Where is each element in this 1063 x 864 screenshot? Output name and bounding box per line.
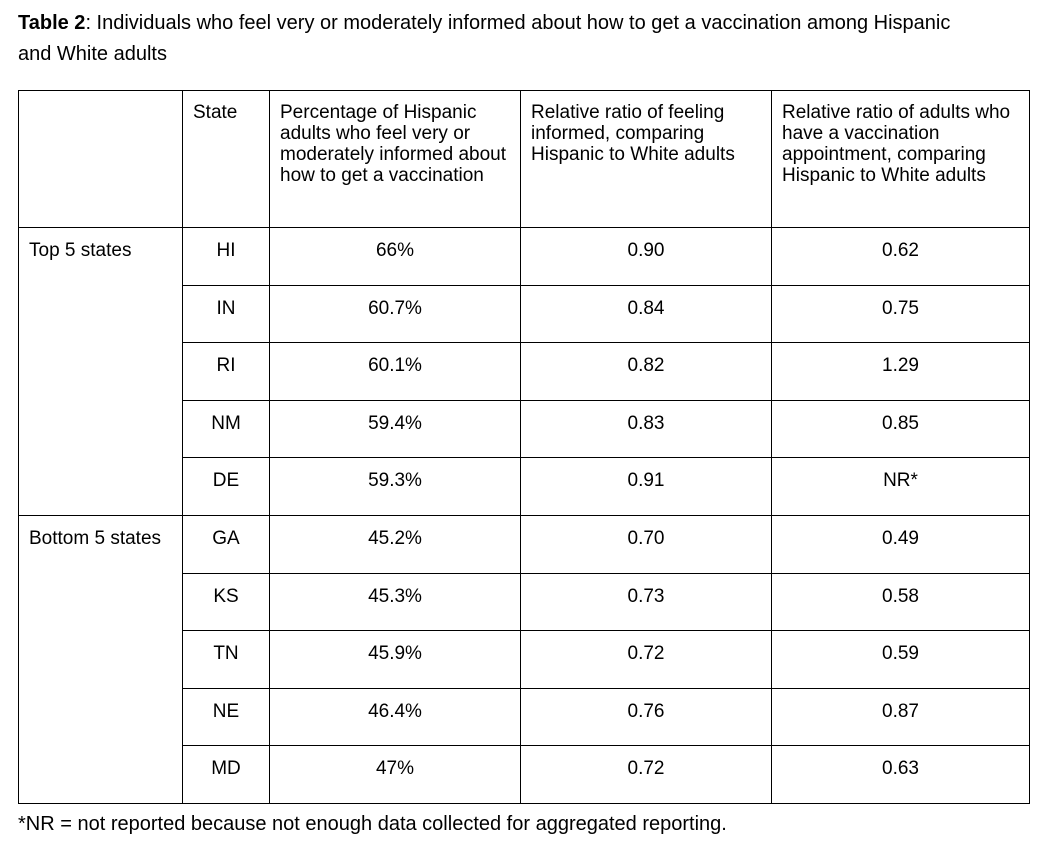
cell-ratio-informed: 0.84 xyxy=(520,284,772,344)
cell-ratio-informed: 0.91 xyxy=(520,457,772,516)
cell-percentage: 45.2% xyxy=(269,514,521,574)
group-label-top5: Top 5 states xyxy=(18,227,183,516)
cell-ratio-informed: 0.76 xyxy=(520,687,772,747)
cell-ratio-appointment: 0.87 xyxy=(771,687,1030,747)
cell-ratio-appointment: 0.75 xyxy=(771,284,1030,344)
group-label-bottom5: Bottom 5 states xyxy=(18,514,183,804)
table-row: KS 45.3% 0.73 0.58 xyxy=(19,572,1030,632)
cell-percentage: 47% xyxy=(269,745,521,804)
cell-percentage: 45.9% xyxy=(269,630,521,689)
cell-ratio-appointment: NR* xyxy=(771,457,1030,516)
table-row: IN 60.7% 0.84 0.75 xyxy=(19,284,1030,344)
cell-state: MD xyxy=(182,745,270,804)
cell-ratio-appointment: 0.59 xyxy=(771,630,1030,689)
cell-state: DE xyxy=(182,457,270,516)
cell-percentage: 60.7% xyxy=(269,284,521,344)
cell-ratio-appointment: 0.58 xyxy=(771,572,1030,632)
cell-state: TN xyxy=(182,630,270,689)
header-state: State xyxy=(182,90,270,228)
table-row: Bottom 5 states GA 45.2% 0.70 0.49 xyxy=(18,514,1030,804)
cell-ratio-informed: 0.72 xyxy=(520,745,772,804)
cell-percentage: 59.3% xyxy=(269,457,521,516)
cell-ratio-informed: 0.82 xyxy=(520,342,772,401)
cell-ratio-informed: 0.83 xyxy=(520,399,772,459)
footnote: *NR = not reported because not enough da… xyxy=(18,812,727,835)
table-row: RI 60.1% 0.82 1.29 xyxy=(19,342,1030,401)
header-ratio-informed: Relative ratio of feeling informed, comp… xyxy=(520,90,772,228)
table-row: NM 59.4% 0.83 0.85 xyxy=(19,399,1030,459)
cell-ratio-appointment: 0.63 xyxy=(771,745,1030,804)
cell-state: RI xyxy=(182,342,270,401)
table-caption-label: Table 2 xyxy=(18,12,86,34)
header-percentage-informed: Percentage of Hispanic adults who feel v… xyxy=(269,90,521,228)
cell-ratio-appointment: 1.29 xyxy=(771,342,1030,401)
cell-ratio-appointment: 0.49 xyxy=(771,514,1030,574)
table-row: TN 45.9% 0.72 0.59 xyxy=(19,630,1030,689)
cell-ratio-appointment: 0.62 xyxy=(771,227,1030,286)
cell-ratio-informed: 0.72 xyxy=(520,630,772,689)
cell-state: NE xyxy=(182,687,270,747)
cell-percentage: 66% xyxy=(269,227,521,286)
data-table: State Percentage of Hispanic adults who … xyxy=(18,90,1030,804)
cell-percentage: 45.3% xyxy=(269,572,521,632)
cell-ratio-appointment: 0.85 xyxy=(771,399,1030,459)
cell-state: IN xyxy=(182,284,270,344)
cell-percentage: 59.4% xyxy=(269,399,521,459)
table-caption-text: : Individuals who feel very or moderatel… xyxy=(18,12,951,65)
cell-ratio-informed: 0.70 xyxy=(520,514,772,574)
table-row: NE 46.4% 0.76 0.87 xyxy=(19,687,1030,747)
table-row: MD 47% 0.72 0.63 xyxy=(19,745,1030,804)
table-caption: Table 2: Individuals who feel very or mo… xyxy=(18,8,958,70)
cell-ratio-informed: 0.73 xyxy=(520,572,772,632)
table-header-row: State Percentage of Hispanic adults who … xyxy=(18,90,1030,228)
header-ratio-appointment: Relative ratio of adults who have a vacc… xyxy=(771,90,1030,228)
cell-percentage: 46.4% xyxy=(269,687,521,747)
cell-state: HI xyxy=(182,227,270,286)
header-corner-cell xyxy=(18,90,183,228)
cell-state: KS xyxy=(182,572,270,632)
cell-percentage: 60.1% xyxy=(269,342,521,401)
cell-state: GA xyxy=(182,514,270,574)
table-row: Top 5 states HI 66% 0.90 0.62 xyxy=(18,227,1030,516)
table-row: DE 59.3% 0.91 NR* xyxy=(19,457,1030,516)
cell-ratio-informed: 0.90 xyxy=(520,227,772,286)
cell-state: NM xyxy=(182,399,270,459)
